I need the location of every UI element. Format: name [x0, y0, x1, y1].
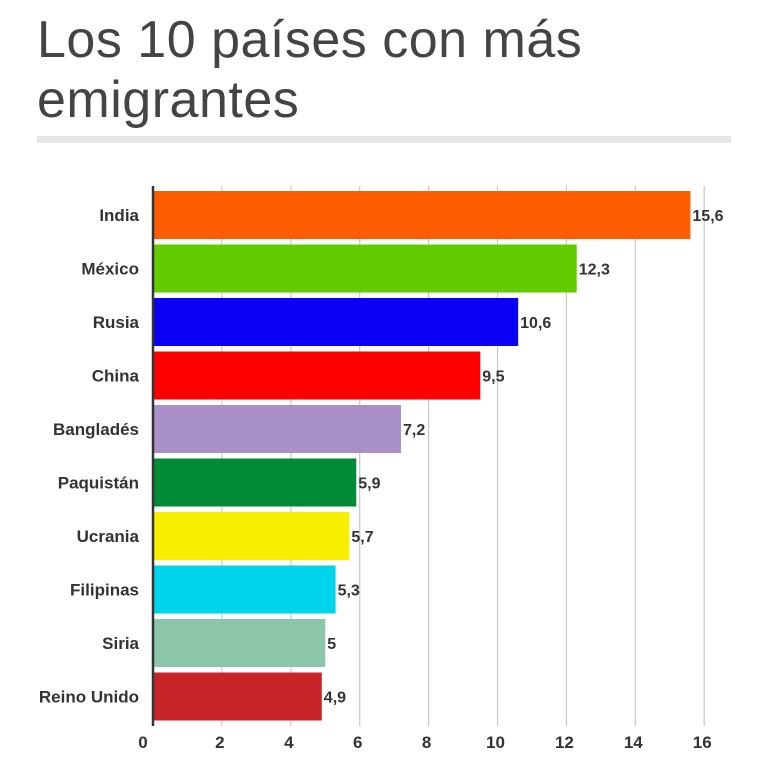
bar	[153, 619, 326, 667]
bar	[153, 565, 336, 614]
labels: India 15,6 México 12,3 Rusia 10,6 China 9,5 Bang…	[39, 206, 724, 707]
data-label: 5	[327, 636, 336, 653]
bar	[153, 244, 577, 293]
x-tick-label: 10	[486, 733, 505, 752]
category-label: Ucrania	[77, 527, 140, 546]
category-label: Filipinas	[70, 581, 139, 600]
x-tick-label: 14	[624, 733, 643, 752]
data-label: 12,3	[579, 262, 610, 279]
category-label: Reino Unido	[39, 688, 139, 707]
data-label: 10,6	[520, 315, 551, 332]
bar	[153, 672, 322, 721]
category-label: México	[81, 260, 139, 279]
category-label: Siria	[102, 634, 139, 653]
x-tick-label: 8	[422, 733, 431, 752]
data-label: 5,7	[351, 529, 373, 546]
bar	[153, 458, 357, 507]
category-label: Rusia	[93, 313, 140, 332]
data-label: 7,2	[403, 422, 425, 439]
data-label: 5,9	[358, 476, 380, 493]
data-label: 4,9	[324, 690, 346, 707]
bar	[153, 298, 519, 346]
bars	[153, 191, 691, 721]
x-tick-label: 12	[555, 733, 574, 752]
chart-title: Los 10 países con más emigrantes	[37, 11, 583, 129]
category-label: China	[92, 367, 140, 386]
x-axis-ticks: 0 2 4 6 8 10 12 14 16	[138, 733, 711, 752]
x-tick-label: 0	[138, 733, 147, 752]
data-label: 5,3	[338, 583, 360, 600]
category-label: Paquistán	[58, 474, 139, 493]
x-tick-label: 4	[284, 733, 294, 752]
bar	[153, 405, 402, 453]
x-tick-label: 2	[215, 733, 224, 752]
x-tick-label: 16	[693, 733, 712, 752]
category-label: Bangladés	[53, 420, 139, 439]
data-label: 9,5	[482, 369, 504, 386]
bar	[153, 191, 691, 239]
category-label: India	[99, 206, 139, 225]
x-tick-label: 6	[353, 733, 362, 752]
title-divider	[37, 136, 731, 143]
bar	[153, 512, 350, 560]
bar	[153, 351, 481, 400]
data-label: 15,6	[692, 208, 723, 225]
